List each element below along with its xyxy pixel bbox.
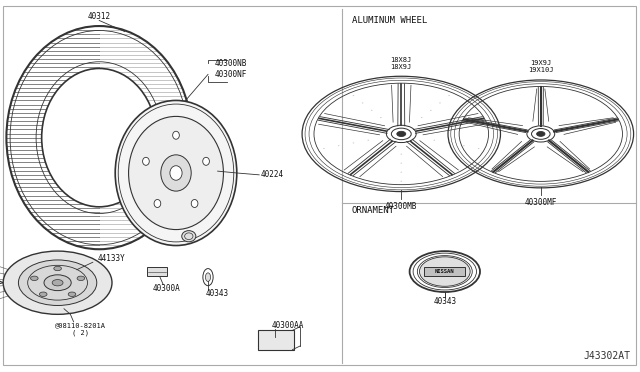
Circle shape (391, 128, 412, 140)
Circle shape (40, 292, 47, 296)
Circle shape (463, 145, 465, 146)
Text: 40312: 40312 (88, 12, 111, 21)
Circle shape (3, 251, 112, 314)
Text: NISSAN: NISSAN (435, 269, 454, 274)
FancyBboxPatch shape (258, 330, 294, 350)
Circle shape (353, 95, 355, 96)
Text: 40300AA: 40300AA (272, 321, 304, 330)
Ellipse shape (203, 269, 213, 286)
Circle shape (448, 95, 450, 96)
Circle shape (77, 276, 84, 280)
Text: @08110-8201A
( 2): @08110-8201A ( 2) (54, 323, 106, 336)
Circle shape (68, 292, 76, 296)
Circle shape (531, 129, 550, 140)
Ellipse shape (173, 131, 179, 139)
Text: 40343: 40343 (433, 297, 456, 306)
Circle shape (397, 131, 406, 137)
Text: 40300A: 40300A (152, 284, 180, 293)
Text: 40224: 40224 (260, 170, 284, 179)
Circle shape (54, 266, 61, 271)
Circle shape (371, 110, 372, 111)
Text: ORNAMENT: ORNAMENT (352, 206, 395, 215)
Ellipse shape (205, 273, 211, 282)
Text: ALUMINUM WHEEL: ALUMINUM WHEEL (352, 16, 428, 25)
Circle shape (380, 117, 381, 118)
Circle shape (44, 275, 71, 291)
FancyBboxPatch shape (147, 267, 167, 276)
Circle shape (338, 145, 339, 146)
Ellipse shape (203, 157, 209, 165)
Ellipse shape (182, 231, 196, 242)
Ellipse shape (170, 166, 182, 180)
Circle shape (421, 117, 422, 118)
Text: J43302AT: J43302AT (584, 351, 630, 361)
Circle shape (19, 260, 97, 305)
Ellipse shape (161, 155, 191, 191)
Circle shape (323, 148, 324, 149)
Text: 18X8J
18X9J: 18X8J 18X9J (390, 57, 412, 70)
Circle shape (31, 276, 38, 280)
Circle shape (433, 140, 435, 141)
Circle shape (367, 140, 369, 141)
Circle shape (401, 172, 402, 173)
Circle shape (478, 148, 479, 149)
Ellipse shape (191, 199, 198, 208)
Circle shape (430, 110, 431, 111)
Ellipse shape (129, 116, 223, 230)
Circle shape (419, 257, 470, 286)
Text: 19X9J
19X10J: 19X9J 19X10J (528, 61, 554, 73)
Text: 40300NB
40300NF: 40300NB 40300NF (214, 59, 246, 78)
Text: 44133Y: 44133Y (98, 254, 126, 263)
Circle shape (401, 181, 402, 182)
Ellipse shape (143, 157, 149, 165)
FancyBboxPatch shape (424, 267, 465, 276)
Ellipse shape (154, 199, 161, 208)
Text: 40300MF: 40300MF (525, 198, 557, 207)
Circle shape (353, 142, 355, 144)
Ellipse shape (115, 100, 237, 246)
Text: 40300MB: 40300MB (385, 202, 417, 211)
Circle shape (52, 280, 63, 286)
Circle shape (448, 142, 450, 144)
Circle shape (536, 131, 545, 137)
Text: 40343: 40343 (206, 289, 229, 298)
Circle shape (401, 163, 402, 164)
Ellipse shape (42, 68, 157, 207)
